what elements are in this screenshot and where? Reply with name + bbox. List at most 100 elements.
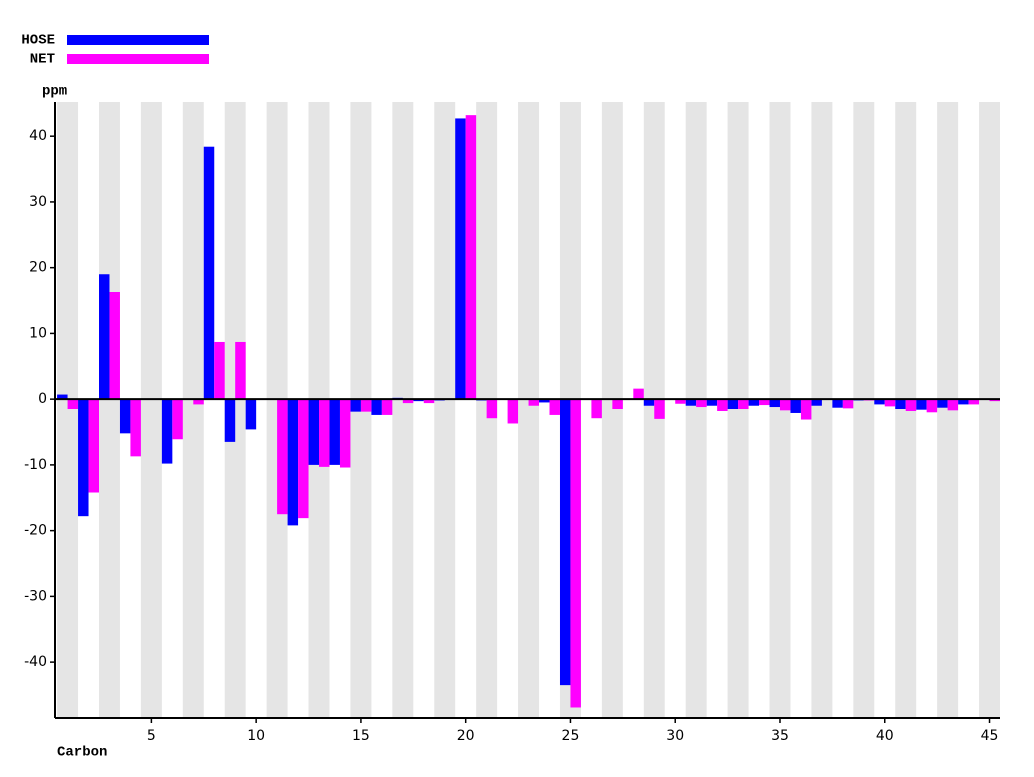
bar bbox=[172, 399, 183, 440]
x-tick-label: 10 bbox=[247, 728, 265, 744]
bar bbox=[905, 399, 917, 411]
bar bbox=[748, 399, 760, 406]
bar bbox=[298, 399, 309, 519]
bar bbox=[423, 399, 435, 404]
bar bbox=[559, 399, 571, 686]
band bbox=[979, 102, 1000, 718]
bar bbox=[161, 399, 173, 464]
bar bbox=[203, 146, 215, 400]
bands bbox=[57, 102, 1000, 718]
bar bbox=[235, 341, 246, 400]
band bbox=[392, 102, 414, 718]
x-tick-label: 20 bbox=[457, 728, 475, 744]
bar bbox=[507, 399, 519, 424]
x-tick-label: 15 bbox=[352, 728, 370, 744]
bar bbox=[193, 399, 204, 405]
bar bbox=[99, 274, 110, 400]
band bbox=[895, 102, 917, 718]
bar bbox=[968, 399, 980, 405]
bar bbox=[779, 399, 791, 411]
bar bbox=[591, 399, 602, 419]
bar bbox=[895, 399, 906, 410]
band bbox=[434, 102, 456, 718]
bar bbox=[308, 399, 320, 465]
bar bbox=[402, 399, 414, 404]
x-tick-label: 45 bbox=[981, 728, 999, 744]
bar bbox=[685, 399, 697, 406]
bar bbox=[633, 388, 644, 400]
bar bbox=[958, 399, 969, 405]
bar bbox=[350, 399, 361, 412]
bar bbox=[675, 399, 686, 404]
bar bbox=[287, 399, 299, 526]
legend-label: NET bbox=[30, 52, 55, 68]
bar bbox=[455, 118, 466, 400]
bar bbox=[539, 399, 550, 403]
bar bbox=[759, 399, 770, 406]
bar bbox=[926, 399, 938, 413]
band bbox=[601, 102, 623, 718]
bar bbox=[717, 399, 728, 411]
bar bbox=[696, 399, 707, 408]
band bbox=[811, 102, 833, 718]
bar bbox=[612, 399, 623, 410]
bar bbox=[643, 399, 655, 406]
bar bbox=[769, 399, 780, 408]
bar bbox=[381, 399, 393, 415]
bar bbox=[67, 399, 79, 410]
y-tick-label: 0 bbox=[38, 391, 47, 407]
bar bbox=[277, 399, 288, 515]
bar bbox=[842, 399, 854, 409]
bar bbox=[339, 399, 351, 468]
bar bbox=[78, 399, 89, 517]
band bbox=[853, 102, 875, 718]
bar bbox=[57, 394, 68, 400]
band bbox=[182, 102, 204, 718]
band bbox=[685, 102, 707, 718]
bar bbox=[738, 399, 749, 410]
band bbox=[266, 102, 288, 718]
band bbox=[57, 102, 79, 718]
bar bbox=[874, 399, 885, 405]
x-tick-label: 40 bbox=[876, 728, 894, 744]
bar bbox=[947, 399, 959, 411]
x-axis-label: Carbon bbox=[57, 745, 107, 761]
bar bbox=[465, 115, 477, 400]
bar bbox=[654, 399, 665, 419]
bar bbox=[937, 399, 948, 408]
x-tick-label: 5 bbox=[147, 728, 156, 744]
bar bbox=[319, 399, 330, 467]
bar bbox=[224, 399, 236, 442]
y-tick-label: -40 bbox=[24, 654, 47, 670]
bar bbox=[800, 399, 812, 420]
bar bbox=[549, 399, 560, 415]
legend-label: HOSE bbox=[21, 33, 55, 49]
y-tick-label: 30 bbox=[29, 194, 47, 210]
bar bbox=[130, 399, 141, 457]
bar bbox=[570, 399, 581, 708]
y-tick-label: 20 bbox=[29, 260, 47, 276]
bar bbox=[727, 399, 739, 410]
y-tick-label: -30 bbox=[24, 588, 47, 604]
bar bbox=[371, 399, 382, 415]
y-tick-label: 40 bbox=[29, 128, 47, 144]
legend-swatch bbox=[67, 35, 209, 45]
bar bbox=[832, 399, 843, 408]
bar bbox=[528, 399, 540, 406]
bar bbox=[916, 399, 927, 410]
bar bbox=[360, 399, 372, 412]
band bbox=[140, 102, 162, 718]
x-tick-label: 30 bbox=[666, 728, 684, 744]
bar bbox=[790, 399, 801, 413]
bar bbox=[329, 399, 340, 465]
bar bbox=[706, 399, 718, 406]
bar bbox=[884, 399, 896, 407]
y-tick-label: -10 bbox=[24, 457, 47, 473]
y-axis-label: ppm bbox=[42, 84, 67, 100]
bar bbox=[214, 341, 225, 400]
x-tick-label: 25 bbox=[562, 728, 580, 744]
x-tick-label: 35 bbox=[771, 728, 789, 744]
y-tick-label: 10 bbox=[29, 325, 47, 341]
band bbox=[518, 102, 540, 718]
